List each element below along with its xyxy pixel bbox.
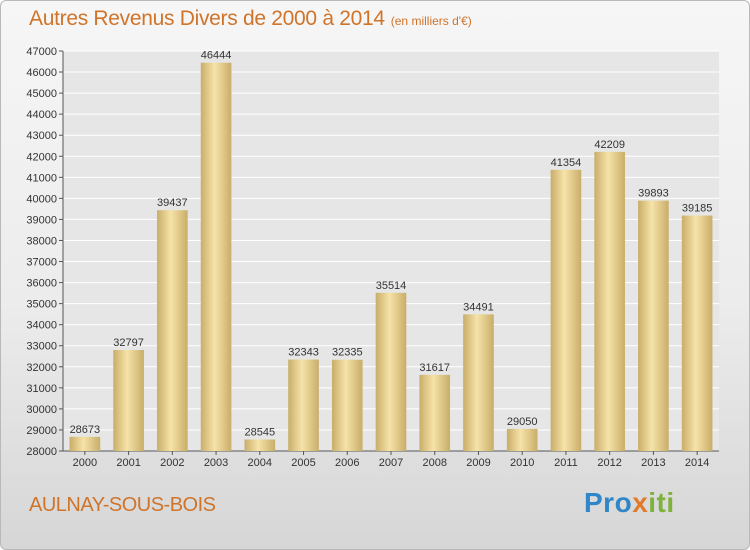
bar xyxy=(550,169,582,451)
data-label: 32797 xyxy=(113,337,144,349)
bar xyxy=(157,210,188,451)
x-tick-label: 2007 xyxy=(379,457,403,469)
data-label: 39437 xyxy=(157,197,188,209)
brand-part-3: iti xyxy=(648,487,675,518)
chart-unit: (en milliers d'€) xyxy=(390,14,472,28)
x-tick-label: 2013 xyxy=(641,457,665,469)
y-tick-label: 42000 xyxy=(26,151,57,163)
bar xyxy=(113,350,144,451)
data-label: 35514 xyxy=(376,280,407,292)
brand-part-2: x xyxy=(632,487,649,518)
y-tick-label: 47000 xyxy=(26,46,57,58)
x-tick-label: 2004 xyxy=(248,457,272,469)
x-tick-label: 2006 xyxy=(335,457,359,469)
y-tick-label: 31000 xyxy=(26,383,57,395)
data-label: 39893 xyxy=(638,188,669,200)
data-label: 32343 xyxy=(288,347,319,359)
y-tick-label: 33000 xyxy=(26,341,57,353)
data-label: 32335 xyxy=(332,347,363,359)
bar xyxy=(200,62,232,451)
brand-part-1: Pro xyxy=(584,487,633,518)
data-label: 46444 xyxy=(201,50,232,62)
data-label: 29050 xyxy=(507,416,538,428)
x-tick-label: 2014 xyxy=(685,457,709,469)
bar xyxy=(638,200,669,451)
y-tick-label: 44000 xyxy=(26,109,57,121)
x-tick-label: 2008 xyxy=(422,457,446,469)
data-label: 31617 xyxy=(419,362,450,374)
x-tick-label: 2002 xyxy=(160,457,184,469)
y-tick-label: 39000 xyxy=(26,214,57,226)
y-tick-label: 29000 xyxy=(26,425,57,437)
y-tick-label: 36000 xyxy=(26,278,57,290)
x-tick-label: 2010 xyxy=(510,457,534,469)
y-tick-label: 38000 xyxy=(26,235,57,247)
chart-title: Autres Revenus Divers de 2000 à 2014 (en … xyxy=(29,7,472,31)
bar xyxy=(681,215,713,451)
y-tick-label: 40000 xyxy=(26,193,57,205)
x-tick-label: 2009 xyxy=(466,457,490,469)
y-tick-label: 37000 xyxy=(26,257,57,269)
data-label: 28673 xyxy=(70,424,101,436)
data-label: 42209 xyxy=(594,139,625,151)
bar xyxy=(244,439,276,451)
x-tick-label: 2001 xyxy=(116,457,140,469)
data-label: 39185 xyxy=(682,203,713,215)
x-tick-label: 2012 xyxy=(597,457,621,469)
y-tick-label: 30000 xyxy=(26,404,57,416)
bar xyxy=(69,436,101,451)
data-label: 41354 xyxy=(551,157,582,169)
x-tick-label: 2011 xyxy=(554,457,578,469)
city-name: AULNAY-SOUS-BOIS xyxy=(29,494,216,516)
bar xyxy=(506,428,538,451)
y-tick-label: 34000 xyxy=(26,320,57,332)
bar xyxy=(419,374,451,451)
data-label: 28545 xyxy=(245,427,276,439)
data-label: 34491 xyxy=(463,301,494,313)
y-tick-label: 46000 xyxy=(26,67,57,79)
y-tick-label: 43000 xyxy=(26,130,57,142)
bar xyxy=(594,151,625,451)
bar xyxy=(288,359,319,451)
bar xyxy=(331,359,363,451)
y-tick-label: 35000 xyxy=(26,299,57,311)
y-tick-label: 41000 xyxy=(26,172,57,184)
y-tick-label: 45000 xyxy=(26,88,57,100)
x-tick-label: 2000 xyxy=(73,457,97,469)
chart-title-text: Autres Revenus Divers de 2000 à 2014 xyxy=(29,7,385,30)
y-tick-label: 28000 xyxy=(26,446,57,458)
x-tick-label: 2005 xyxy=(291,457,315,469)
y-tick-label: 32000 xyxy=(26,362,57,374)
x-tick-label: 2003 xyxy=(204,457,228,469)
bar xyxy=(463,314,494,451)
brand-logo: Proxiti xyxy=(584,487,675,519)
bar xyxy=(375,292,407,451)
